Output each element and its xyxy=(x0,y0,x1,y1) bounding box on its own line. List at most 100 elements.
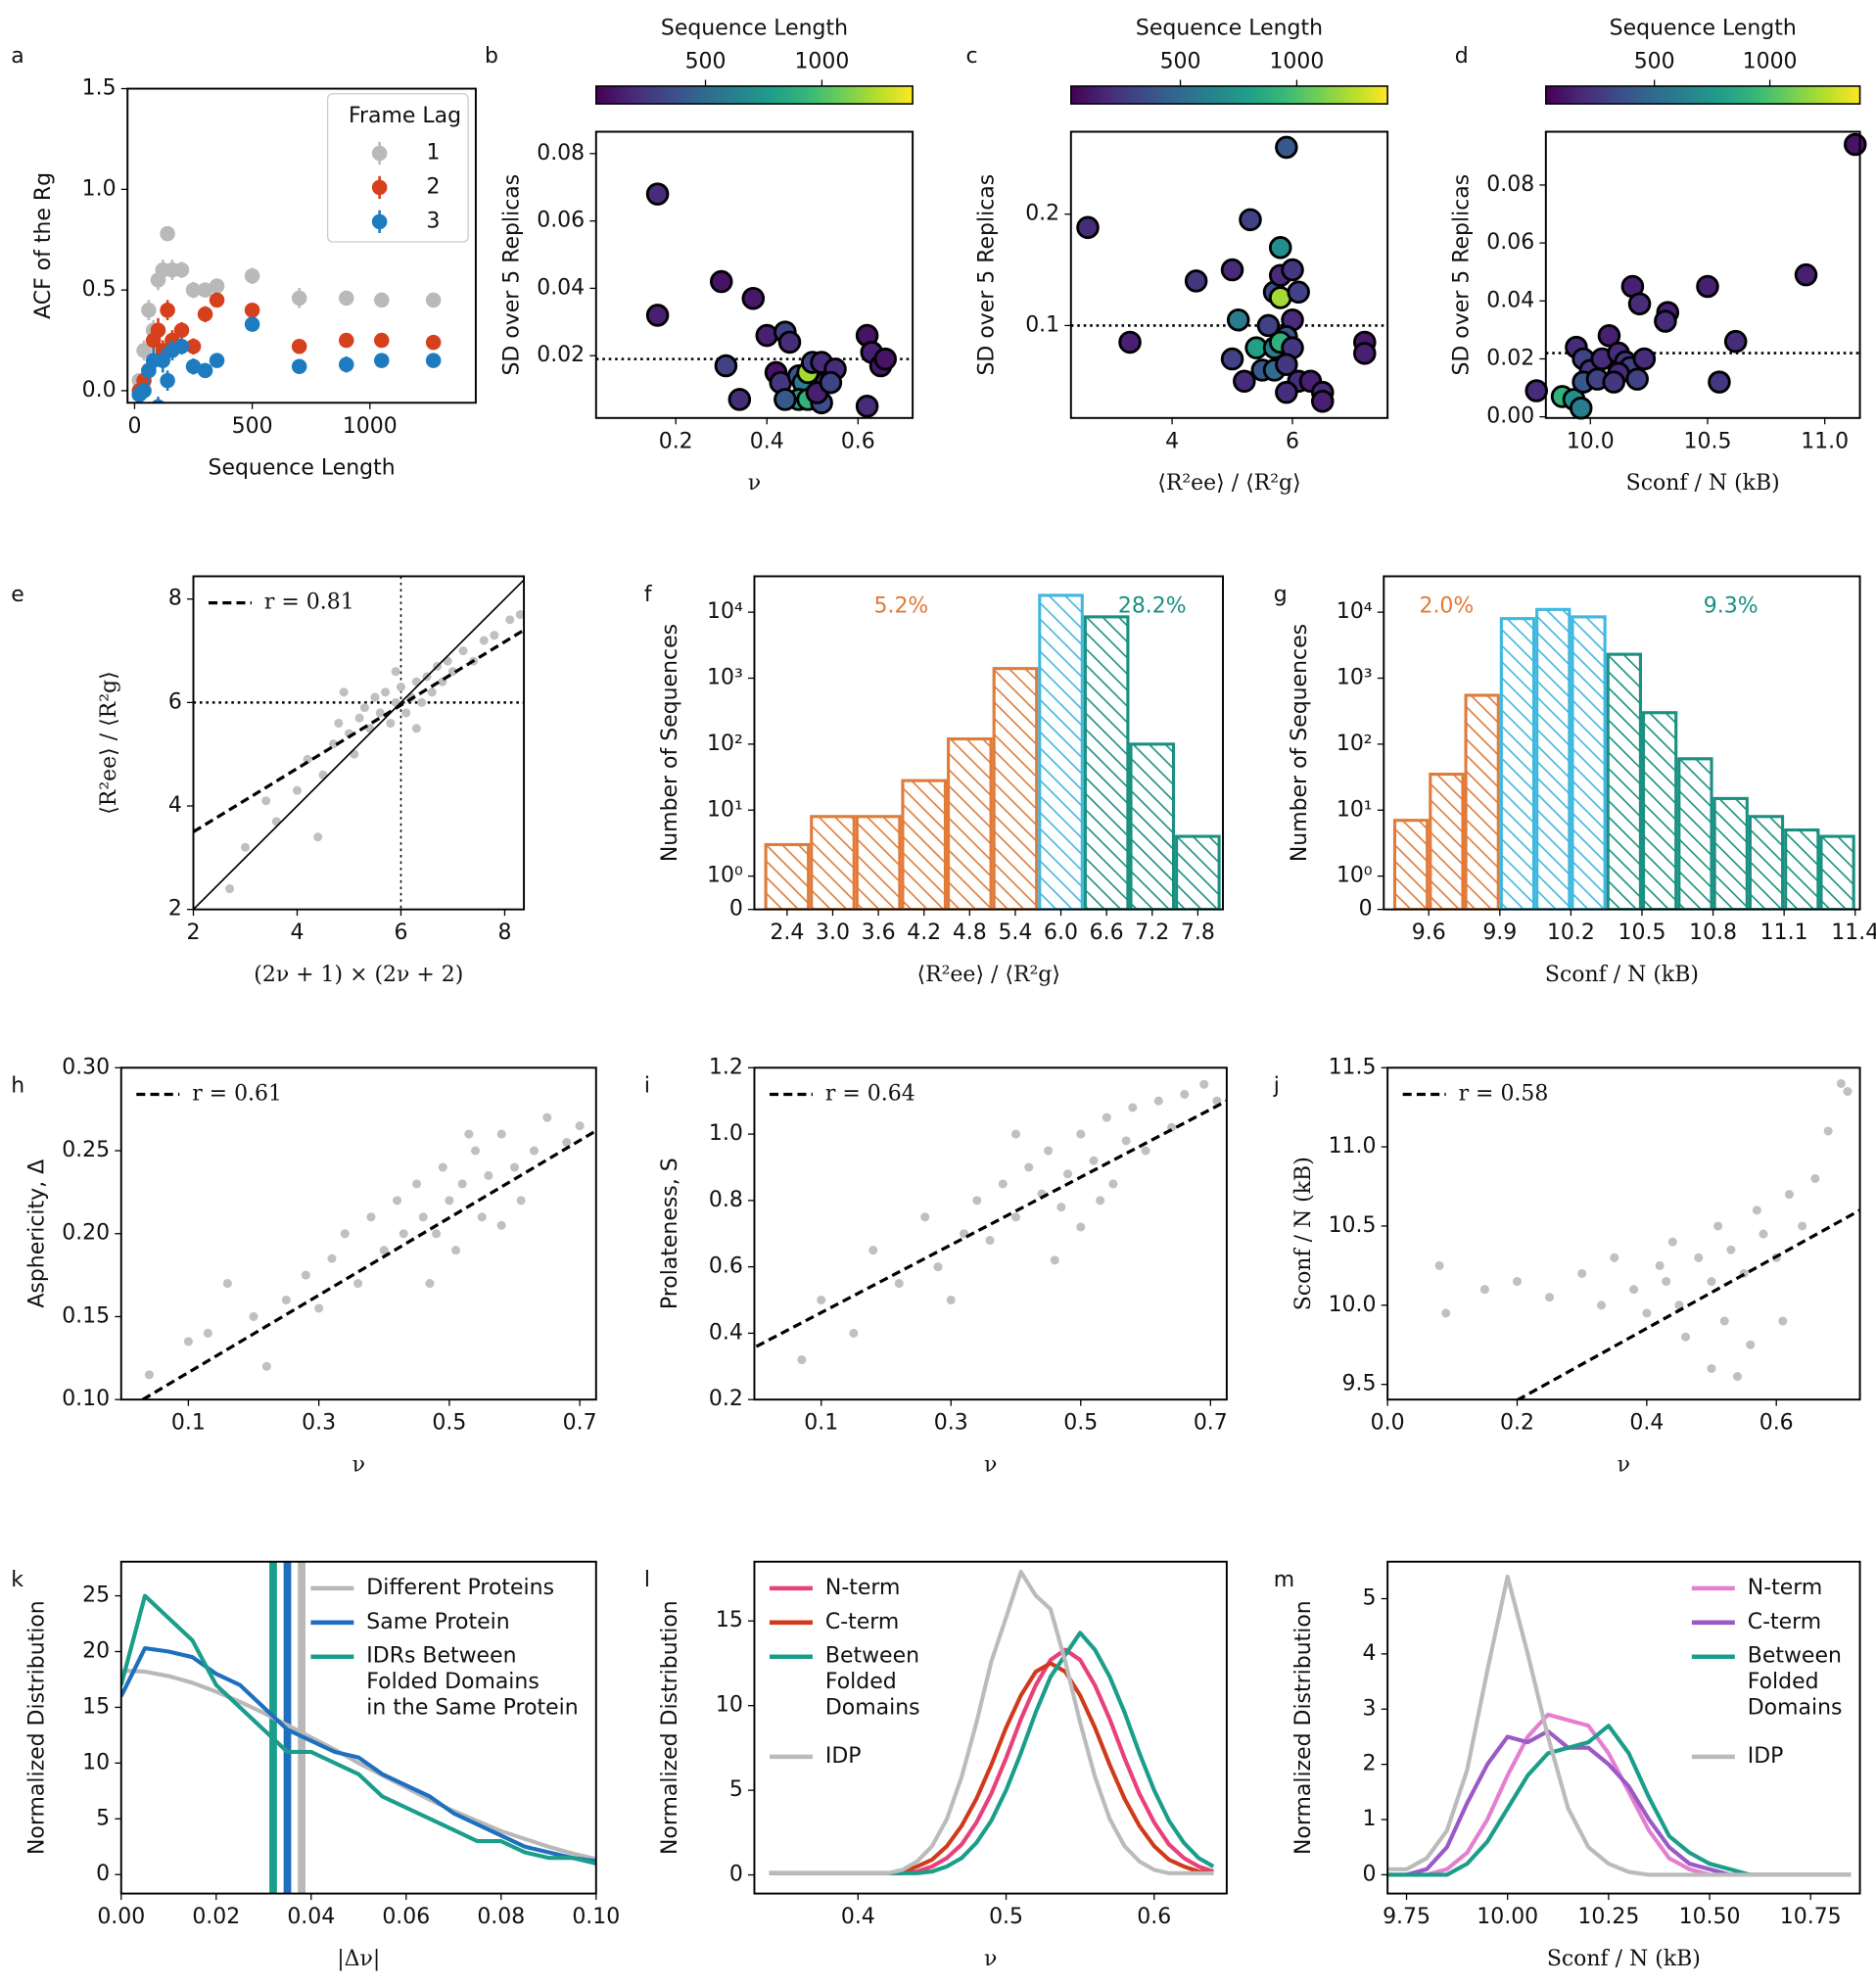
data-point xyxy=(329,739,339,749)
data-point xyxy=(1076,1129,1086,1139)
data-point xyxy=(797,1354,807,1365)
y-tick-label: 10⁴ xyxy=(1337,599,1373,624)
data-point xyxy=(1681,1332,1691,1342)
data-point xyxy=(727,388,752,411)
x-axis-label: ⟨R²ee⟩ / ⟨R²g⟩ xyxy=(1157,471,1300,496)
histogram-bar xyxy=(1712,796,1749,910)
axes-frame xyxy=(1069,130,1389,419)
data-point xyxy=(338,332,354,349)
y-tick-label: 5 xyxy=(729,1777,743,1802)
data-point xyxy=(1310,389,1335,413)
legend-swatch xyxy=(371,213,388,230)
legend: r = 0.64 xyxy=(769,1081,915,1106)
plot-area xyxy=(1434,1078,1860,1400)
data-point xyxy=(458,646,468,656)
data-point xyxy=(160,302,175,318)
panel: i 0.1 0.3 0.5 0.7 0.2 0.4 0.6 0.8 1.0 1.2 ν Prolaten… xyxy=(644,1055,1228,1477)
data-point xyxy=(291,358,307,375)
histogram-bar xyxy=(764,842,811,910)
data-line xyxy=(120,1646,596,1864)
legend-label: Between Folded Domains xyxy=(1748,1644,1843,1721)
x-tick-label: 8 xyxy=(497,921,511,945)
y-tick-label: 0.06 xyxy=(537,209,585,233)
data-point xyxy=(1239,208,1262,232)
fit-line xyxy=(193,629,525,833)
x-tick-label: 0.2 xyxy=(659,429,693,453)
x-tick-label: 0.08 xyxy=(477,1905,525,1929)
data-point xyxy=(1256,313,1281,338)
data-point xyxy=(1153,1096,1163,1106)
annotation: 2.0% xyxy=(1419,594,1474,619)
data-point xyxy=(334,718,344,729)
data-point xyxy=(244,302,260,318)
x-tick-label: 4 xyxy=(1165,429,1179,453)
x-axis-label: ⟨R²ee⟩ / ⟨R²g⟩ xyxy=(917,963,1060,987)
plot-area xyxy=(141,1112,596,1400)
y-tick-label: 10³ xyxy=(1337,666,1373,690)
y-tick-label: 5 xyxy=(96,1806,110,1830)
panel-label: j xyxy=(1273,1074,1280,1099)
data-point xyxy=(417,697,427,707)
panel: d 10.0 10.5 11.0 0.00 0.02 0.04 0.06 0.08 Sconf /… xyxy=(1449,17,1867,496)
legend: r = 0.58 xyxy=(1402,1081,1548,1106)
panel-label: d xyxy=(1455,44,1469,69)
data-point xyxy=(203,1328,212,1338)
panel: c 4 6 0.1 0.2 ⟨R²ee⟩ / ⟨R²g⟩ SD over 5 Replica… xyxy=(965,17,1389,496)
data-point xyxy=(1220,347,1244,371)
data-point xyxy=(1281,258,1304,282)
x-tick-label: 10.50 xyxy=(1679,1905,1741,1929)
y-tick-label: 10³ xyxy=(707,666,743,690)
legend-label: Same Protein xyxy=(366,1610,509,1634)
axes-frame xyxy=(1544,130,1861,419)
axes-frame xyxy=(1386,1560,1861,1895)
data-point xyxy=(425,1279,435,1289)
data-point xyxy=(173,261,190,278)
x-tick-label: 500 xyxy=(232,414,273,439)
axes-frame xyxy=(1383,575,1861,911)
data-point xyxy=(1121,1136,1131,1146)
x-tick-label: 11.4 xyxy=(1831,921,1876,945)
data-point xyxy=(327,1253,337,1263)
x-tick-label: 9.9 xyxy=(1482,921,1517,945)
data-point xyxy=(985,1235,995,1246)
data-point xyxy=(391,667,400,677)
y-tick-label: 0.4 xyxy=(709,1320,743,1345)
legend-label: C-term xyxy=(1748,1610,1821,1634)
data-point xyxy=(575,1121,585,1131)
panel-label: k xyxy=(11,1568,23,1592)
x-tick-label: 10.5 xyxy=(1684,429,1732,453)
data-point xyxy=(225,883,235,894)
data-point xyxy=(1597,1300,1607,1310)
y-tick-label: 0 xyxy=(729,897,743,922)
x-tick-label: 3.0 xyxy=(816,921,850,945)
panel: l 0.4 0.5 0.6 0 5 10 15 ν Normalized Distribution… xyxy=(644,1560,1228,1971)
data-point xyxy=(451,1246,461,1255)
annotation: 9.3% xyxy=(1704,594,1759,619)
y-tick-label: 0.06 xyxy=(1486,230,1534,255)
x-tick-label: 10.75 xyxy=(1780,1905,1842,1929)
data-point xyxy=(303,754,312,764)
data-point xyxy=(292,785,303,795)
data-point xyxy=(418,1212,428,1222)
y-tick-label: 0.0 xyxy=(82,378,117,402)
x-tick-label: 7.2 xyxy=(1135,921,1169,945)
x-tick-label: 0 xyxy=(127,414,141,439)
y-tick-label: 3 xyxy=(1363,1696,1377,1721)
y-tick-label: 6 xyxy=(168,689,182,714)
data-point xyxy=(412,1179,422,1189)
data-point xyxy=(819,370,843,395)
data-point xyxy=(185,282,202,298)
data-point xyxy=(496,1129,506,1139)
colorbar xyxy=(1545,85,1861,105)
y-tick-label: 0.00 xyxy=(1486,404,1534,429)
data-point xyxy=(1268,236,1292,260)
data-point xyxy=(425,353,442,368)
y-tick-label: 0.10 xyxy=(62,1387,110,1411)
y-tick-label: 0.6 xyxy=(709,1254,743,1279)
x-axis-label: Sconf / N (kB) xyxy=(1547,1947,1701,1971)
x-tick-label: 6 xyxy=(1286,429,1299,453)
data-point xyxy=(249,1311,258,1321)
data-point xyxy=(1610,1253,1619,1262)
x-axis-label: ν xyxy=(1618,1452,1630,1477)
legend-label: IDP xyxy=(1748,1744,1784,1769)
